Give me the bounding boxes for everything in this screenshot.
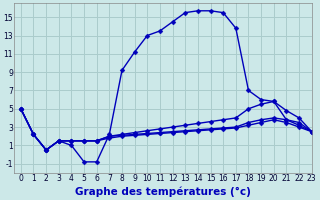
X-axis label: Graphe des températures (°c): Graphe des températures (°c) [75,186,251,197]
